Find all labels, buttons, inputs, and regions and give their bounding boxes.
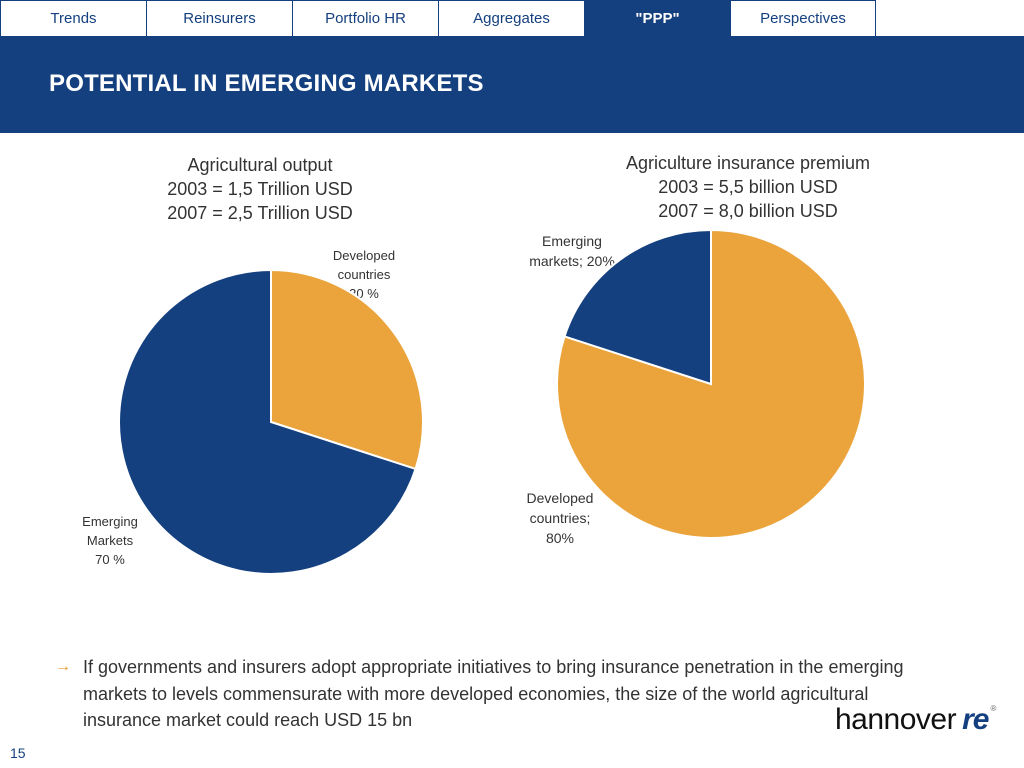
slice-label-line: Markets [86,533,134,548]
bullet-text: If governments and insurers adopt approp… [83,657,904,730]
slice-label-line: 80% [545,530,575,546]
pie-left-label-emerging: Emerging Markets 70 % [50,512,170,569]
pie-left-label-developed: Developed countries 30 % [304,246,424,303]
logo-word: hannover [835,703,957,736]
pie-left-title-line: 2003 = 1,5 Trillion USD [167,179,353,199]
slice-label-line: Emerging [82,514,138,529]
tab-perspectives[interactable]: Perspectives [730,0,876,36]
pie-right-title-line: 2003 = 5,5 billion USD [658,177,838,197]
page-title: POTENTIAL IN EMERGING MARKETS [49,70,484,97]
pie-right-slice-1 [563,228,712,386]
tab-aggregates[interactable]: Aggregates [438,0,584,36]
pie-left-title: Agricultural output 2003 = 1,5 Trillion … [80,153,440,225]
page-number: 15 [10,745,26,761]
top-navigation: Trends Reinsurers Portfolio HR Aggregate… [0,0,1024,36]
logo-re: re [962,703,989,736]
slice-label-line: countries [337,267,391,282]
tab-portfolio-hr[interactable]: Portfolio HR [292,0,438,36]
tab-reinsurers[interactable]: Reinsurers [146,0,292,36]
slice-label-line: Emerging [542,233,602,249]
pie-right-title-line: 2007 = 8,0 billion USD [658,201,838,221]
pie-right-label-developed: Developed countries; 80% [500,488,620,548]
slice-label-line: Developed [332,248,396,263]
arrow-right-icon: → [55,658,71,675]
pie-right-label-emerging: Emerging markets; 20% [512,231,632,271]
registered-mark: ® [990,704,997,713]
pie-left-title-line: Agricultural output [187,155,333,175]
slice-label-line: Developed [526,490,594,506]
pie-left-slice-1 [118,268,417,575]
slice-label-line: countries; [529,510,591,526]
tab-ppp[interactable]: "PPP" [584,0,730,36]
pie-right-title-line: Agriculture insurance premium [625,153,871,173]
pie-left-slice-0 [270,268,424,471]
tab-trends[interactable]: Trends [0,0,146,36]
pie-left-title-line: 2007 = 2,5 Trillion USD [167,203,353,223]
slice-label-line: markets; 20% [529,253,615,269]
header-band: POTENTIAL IN EMERGING MARKETS [0,36,1024,133]
bullet-point: → If governments and insurers adopt appr… [55,654,915,734]
hannover-re-logo: hannover re ® [835,703,996,743]
pie-right-title: Agriculture insurance premium 2003 = 5,5… [568,151,928,223]
slice-label-line: 70 % [95,552,125,567]
